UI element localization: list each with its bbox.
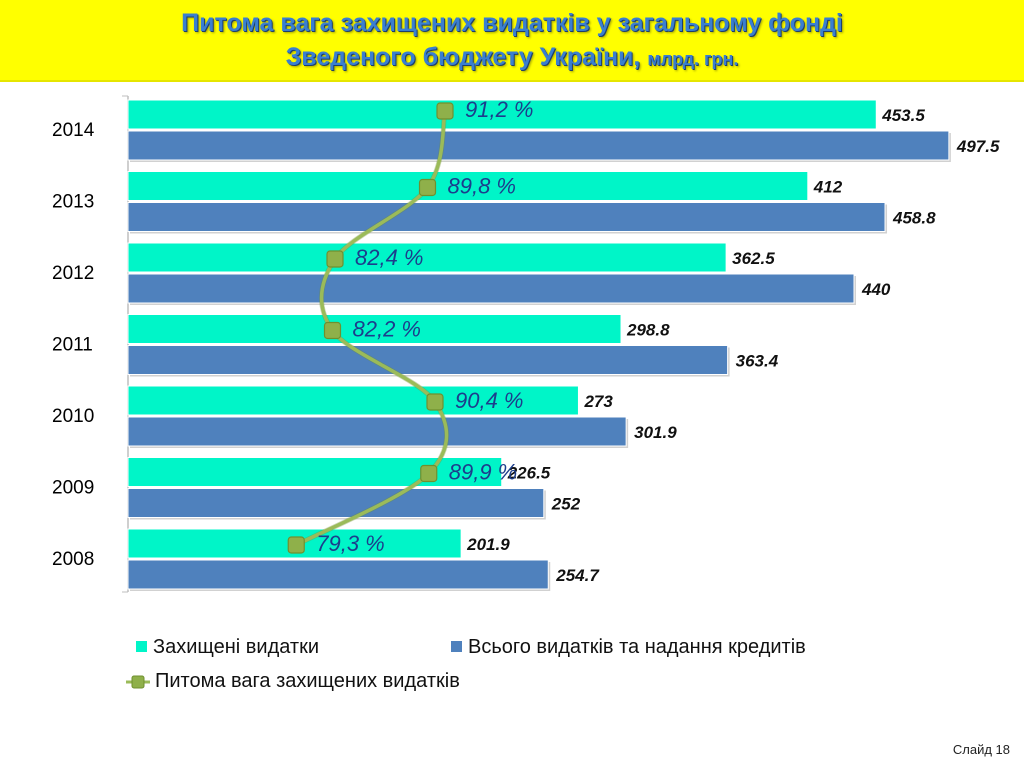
bar-total-2011 [127, 345, 729, 375]
chart-title-units: млрд. грн. [647, 49, 739, 69]
category-label-2008: 2008 [52, 549, 94, 570]
share-marker-2014 [436, 102, 454, 120]
share-label-2011: 82,2 % [353, 317, 422, 342]
share-line-layer [287, 102, 454, 554]
share-marker-2013 [418, 178, 437, 197]
bar-protected-2012 [127, 242, 727, 273]
share-label-2009: 89,9 % [449, 460, 518, 485]
bars-layer [127, 99, 951, 591]
chart-title-line-1: Питома вага захищених видатків у загальн… [181, 9, 843, 37]
legend-label-protected: Захищені видатки [153, 636, 320, 658]
bar-total-2008 [127, 559, 549, 590]
category-label-2013: 2013 [52, 192, 94, 213]
share-label-2012: 82,4 % [355, 245, 424, 270]
slide-number: Слайд 18 [952, 742, 1010, 757]
legend-item-total: Всього видатків та надання кредитів [451, 636, 806, 659]
value-label-protected-2011: 298.8 [626, 321, 670, 340]
value-label-protected-2009: 226.5 [507, 464, 551, 483]
value-label-total-2010: 301.9 [634, 423, 677, 442]
share-label-2013: 89,8 % [448, 174, 517, 199]
value-label-total-2011: 363.4 [736, 352, 779, 371]
bar-protected-2010 [127, 385, 579, 416]
bar-total-2012 [127, 273, 855, 304]
bar-protected-2014 [127, 99, 877, 130]
share-label-2014: 91,2 % [465, 97, 534, 122]
bar-protected-2011 [127, 314, 622, 344]
bar-total-2014 [127, 130, 950, 161]
share-marker-2009 [420, 464, 438, 483]
share-label-2010: 90,4 % [455, 388, 524, 413]
legend-item-protected: Захищені видатки [136, 636, 319, 659]
chart-title-line-2: Зведеного бюджету України, млрд. грн. [0, 42, 1024, 75]
bar-total-2013 [127, 202, 886, 232]
value-label-total-2008: 254.7 [555, 566, 600, 585]
legend-swatch-share [126, 675, 150, 689]
share-marker-2008 [287, 536, 305, 554]
share-marker-2012 [326, 250, 344, 268]
value-label-total-2013: 458.8 [892, 209, 936, 228]
category-label-2014: 2014 [52, 120, 95, 141]
value-label-total-2009: 252 [551, 495, 581, 514]
category-label-2009: 2009 [52, 478, 94, 499]
chart-title-line-2-text: Зведеного бюджету України, [285, 43, 641, 71]
labels-layer: 2014 453.5 497.5 2013 412 458.8 2012 362.5 440 20… [52, 97, 1000, 585]
value-label-total-2014: 497.5 [956, 137, 1000, 156]
value-label-protected-2012: 362.5 [732, 249, 775, 268]
value-label-protected-2010: 273 [583, 392, 613, 411]
value-label-protected-2014: 453.5 [881, 106, 925, 125]
value-label-protected-2013: 412 [813, 178, 843, 197]
legend-swatch-share-marker [131, 675, 145, 689]
bar-total-2009 [127, 488, 545, 518]
share-marker-2010 [426, 393, 444, 411]
bar-protected-2013 [127, 171, 809, 201]
bar-total-2010 [127, 416, 627, 447]
value-label-protected-2008: 201.9 [466, 535, 510, 554]
legend-label-share: Питома вага захищених видатків [155, 670, 460, 692]
legend-swatch-total [451, 641, 462, 652]
legend-swatch-protected [136, 641, 147, 652]
share-marker-2011 [323, 321, 342, 340]
category-label-2012: 2012 [52, 263, 94, 284]
value-label-total-2012: 440 [861, 280, 891, 299]
bar-protected-2009 [127, 457, 503, 487]
category-label-2010: 2010 [52, 406, 94, 427]
share-label-2008: 79,3 % [316, 531, 385, 556]
title-bar: Питома вага захищених видатків у загальн… [0, 0, 1024, 82]
legend-item-share: Питома вага захищених видатків [155, 670, 460, 693]
category-label-2011: 2011 [52, 335, 93, 356]
legend-label-total: Всього видатків та надання кредитів [468, 636, 806, 658]
